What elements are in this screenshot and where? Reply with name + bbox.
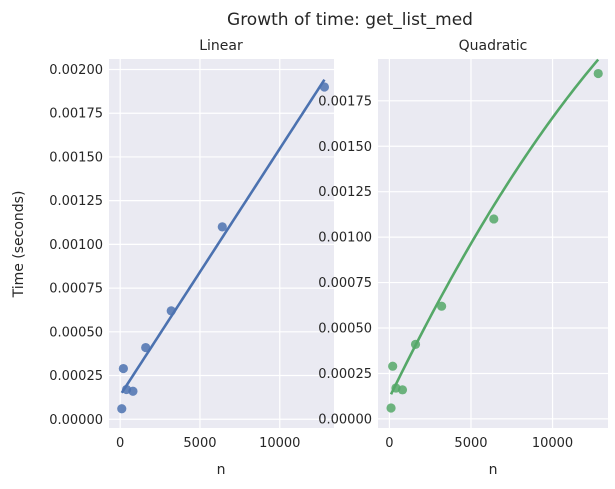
linear-y-tick-label: 0.00175 bbox=[49, 107, 103, 122]
linear-x-tick-label: 0 bbox=[116, 436, 124, 451]
quadratic-panel-title: Quadratic bbox=[459, 38, 528, 54]
linear-data-point bbox=[128, 386, 138, 396]
linear-data-point bbox=[319, 82, 330, 92]
quadratic-data-point bbox=[388, 361, 398, 371]
quadratic-fit-line bbox=[389, 58, 600, 395]
quadratic-data-point bbox=[386, 403, 396, 413]
quadratic-y-tick-label: 0.00125 bbox=[318, 185, 372, 200]
quadratic-plot-area bbox=[378, 59, 608, 428]
linear-data-point bbox=[217, 222, 227, 232]
quadratic-y-tick-label: 0.00175 bbox=[318, 94, 372, 109]
quadratic-data-point bbox=[437, 301, 447, 311]
quadratic-x-tick-label: 10000 bbox=[532, 436, 573, 451]
linear-x-tick-label: 5000 bbox=[183, 436, 216, 451]
linear-fit-line bbox=[120, 78, 326, 394]
quadratic-y-tick-label: 0.00000 bbox=[318, 412, 372, 427]
linear-x-tick-label: 10000 bbox=[259, 436, 300, 451]
linear-panel: Linear n 0.00000 0.00025 0.00050 0.00075 0.0… bbox=[49, 38, 334, 478]
linear-y-tick-label: 0.00125 bbox=[49, 194, 103, 209]
linear-panel-title: Linear bbox=[199, 38, 243, 54]
linear-data-point bbox=[141, 342, 151, 353]
linear-y-tick-label: 0.00025 bbox=[49, 369, 103, 384]
quadratic-data-point bbox=[489, 214, 499, 224]
quadratic-data-point bbox=[397, 385, 408, 395]
figure-title: Growth of time: get_list_med bbox=[227, 10, 473, 30]
linear-data-point bbox=[166, 306, 176, 316]
linear-x-axis-label: n bbox=[217, 462, 226, 478]
quadratic-x-tick-label: 5000 bbox=[454, 436, 487, 451]
linear-y-tick-label: 0.00150 bbox=[49, 150, 103, 165]
linear-y-tick-label: 0.00050 bbox=[49, 325, 103, 340]
y-axis-label: Time (seconds) bbox=[11, 191, 27, 299]
quadratic-x-tick-label: 0 bbox=[385, 436, 393, 451]
quadratic-panel: Quadratic n 0.00000 0.00025 0.00050 0.00075… bbox=[318, 38, 608, 478]
linear-y-tick-label: 0.00100 bbox=[49, 238, 103, 253]
linear-data-point bbox=[117, 404, 127, 414]
quadratic-y-tick-label: 0.00100 bbox=[318, 231, 372, 246]
linear-y-tick-label: 0.00000 bbox=[49, 413, 103, 428]
linear-y-tick-label: 0.00075 bbox=[49, 282, 103, 297]
quadratic-y-tick-label: 0.00025 bbox=[318, 367, 372, 382]
quadratic-y-tick-label: 0.00150 bbox=[318, 140, 372, 155]
quadratic-x-axis-label: n bbox=[489, 462, 498, 478]
quadratic-data-point bbox=[410, 339, 421, 349]
quadratic-y-tick-label: 0.00075 bbox=[318, 276, 372, 291]
linear-data-point bbox=[118, 363, 128, 374]
quadratic-y-tick-label: 0.00050 bbox=[318, 322, 372, 337]
quadratic-data-point bbox=[593, 68, 603, 79]
linear-y-tick-label: 0.00200 bbox=[49, 63, 103, 78]
linear-plot-area bbox=[109, 59, 334, 428]
